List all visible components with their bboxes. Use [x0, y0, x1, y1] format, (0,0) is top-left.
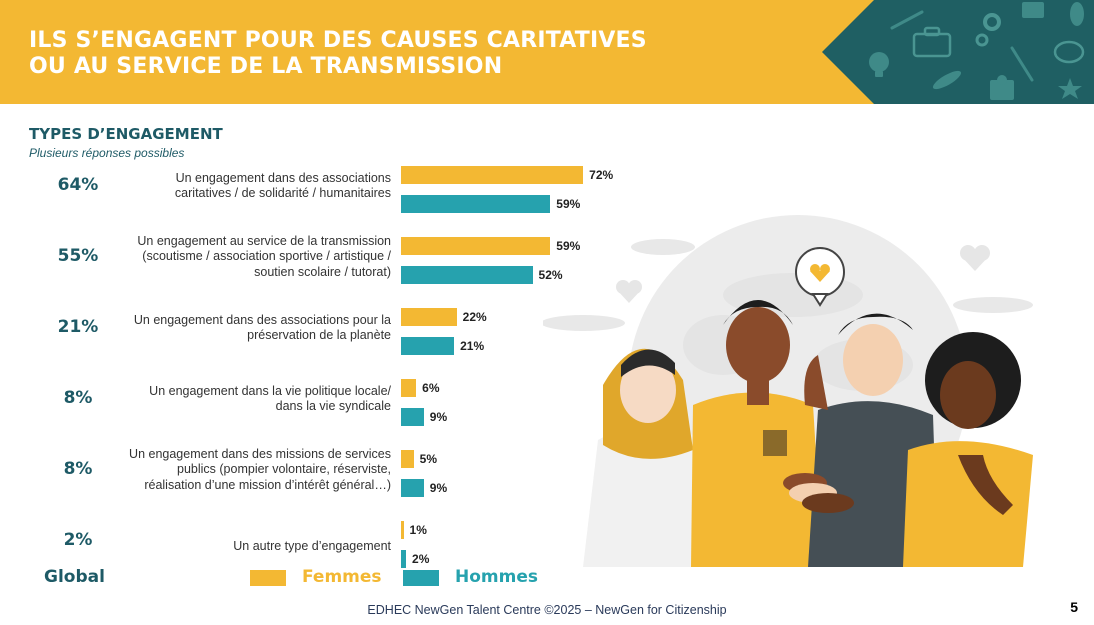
bar-hommes [401, 266, 533, 284]
legend-label-hommes: Hommes [455, 567, 538, 587]
star-icon [1058, 78, 1082, 99]
category-label: Un engagement au service de la transmiss… [137, 233, 391, 279]
puzzle-icon [1022, 2, 1044, 18]
leaf-icon [932, 2, 1084, 90]
global-value: 21% [57, 317, 99, 337]
global-value: 8% [63, 459, 93, 479]
category-label: Un engagement dans des missions de servi… [129, 446, 391, 492]
pencil-icon [1010, 46, 1034, 82]
person-hijab [583, 348, 805, 567]
global-value: 64% [57, 175, 99, 195]
footer-text: EDHEC NewGen Talent Centre ©2025 – NewGe… [367, 603, 727, 617]
bar-value-hommes: 59% [556, 197, 581, 211]
legend-label-femmes: Femmes [302, 567, 382, 587]
page-title-line-2: OU AU SERVICE DE LA TRANSMISSION [29, 54, 503, 79]
bar-value-femmes: 59% [556, 239, 581, 253]
bar-value-hommes: 9% [429, 410, 448, 424]
bar-hommes [401, 195, 551, 213]
global-value: 8% [63, 388, 93, 408]
hands-stack [783, 473, 854, 513]
category-label: Un engagement dans la vie politique loca… [149, 383, 391, 414]
page-number: 5 [1070, 599, 1078, 615]
pencil-icon [890, 10, 924, 30]
category-label: Un autre type d’engagement [233, 539, 391, 553]
puzzle-icon [990, 75, 1014, 100]
speech-bubble-icon [795, 247, 845, 307]
legend-swatch-hommes [403, 570, 439, 586]
global-value: 55% [57, 246, 99, 266]
header-banner: ILS S’ENGAGENT POUR DES CAUSES CARITATIV… [0, 0, 1094, 104]
bar-value-hommes: 9% [429, 481, 448, 495]
global-value: 2% [63, 530, 93, 550]
cloud-icon [543, 239, 1033, 331]
bar-femmes [401, 521, 404, 539]
bar-value-hommes: 52% [538, 268, 563, 282]
header-decoration [822, 0, 1094, 104]
page-title: ILS S’ENGAGENT POUR DES CAUSES CARITATIV… [29, 28, 729, 80]
legend-swatch-femmes [250, 570, 286, 586]
bar-value-femmes: 72% [589, 168, 614, 182]
heart-icon [616, 245, 990, 303]
category-label: Un engagement dans des associations carit… [174, 170, 391, 201]
person-man-yellow [691, 300, 823, 567]
bar-femmes [401, 166, 584, 184]
bar-hommes [401, 479, 424, 497]
section-subtitle: Plusieurs réponses possibles [29, 146, 185, 160]
heart-icon [810, 264, 830, 282]
lightbulb-icon [869, 52, 889, 77]
bar-hommes [401, 337, 455, 355]
bar-value-femmes: 6% [422, 381, 440, 395]
bar-value-femmes: 1% [409, 523, 427, 537]
page-title-line-1: ILS S’ENGAGENT POUR DES CAUSES CARITATIV… [29, 28, 647, 53]
section-title: TYPES D’ENGAGEMENT [29, 125, 223, 143]
speech-bubble-icon [1053, 40, 1085, 64]
bar-femmes [401, 237, 551, 255]
category-label: Un engagement dans des associations pour… [133, 312, 391, 343]
gear-icon [975, 13, 1001, 47]
bar-hommes [401, 550, 407, 568]
person-woman-curly [903, 332, 1033, 567]
bar-hommes [401, 408, 424, 426]
bar-femmes [401, 308, 457, 326]
bar-femmes [401, 379, 417, 397]
global-label: Global [44, 567, 105, 587]
briefcase-icon [912, 26, 952, 58]
bar-femmes [401, 450, 414, 468]
bar-value-femmes: 5% [419, 452, 437, 466]
bar-value-hommes: 2% [412, 552, 430, 566]
bar-value-femmes: 22% [462, 310, 487, 324]
bar-value-hommes: 21% [460, 339, 485, 353]
illustration-team [543, 215, 1033, 567]
